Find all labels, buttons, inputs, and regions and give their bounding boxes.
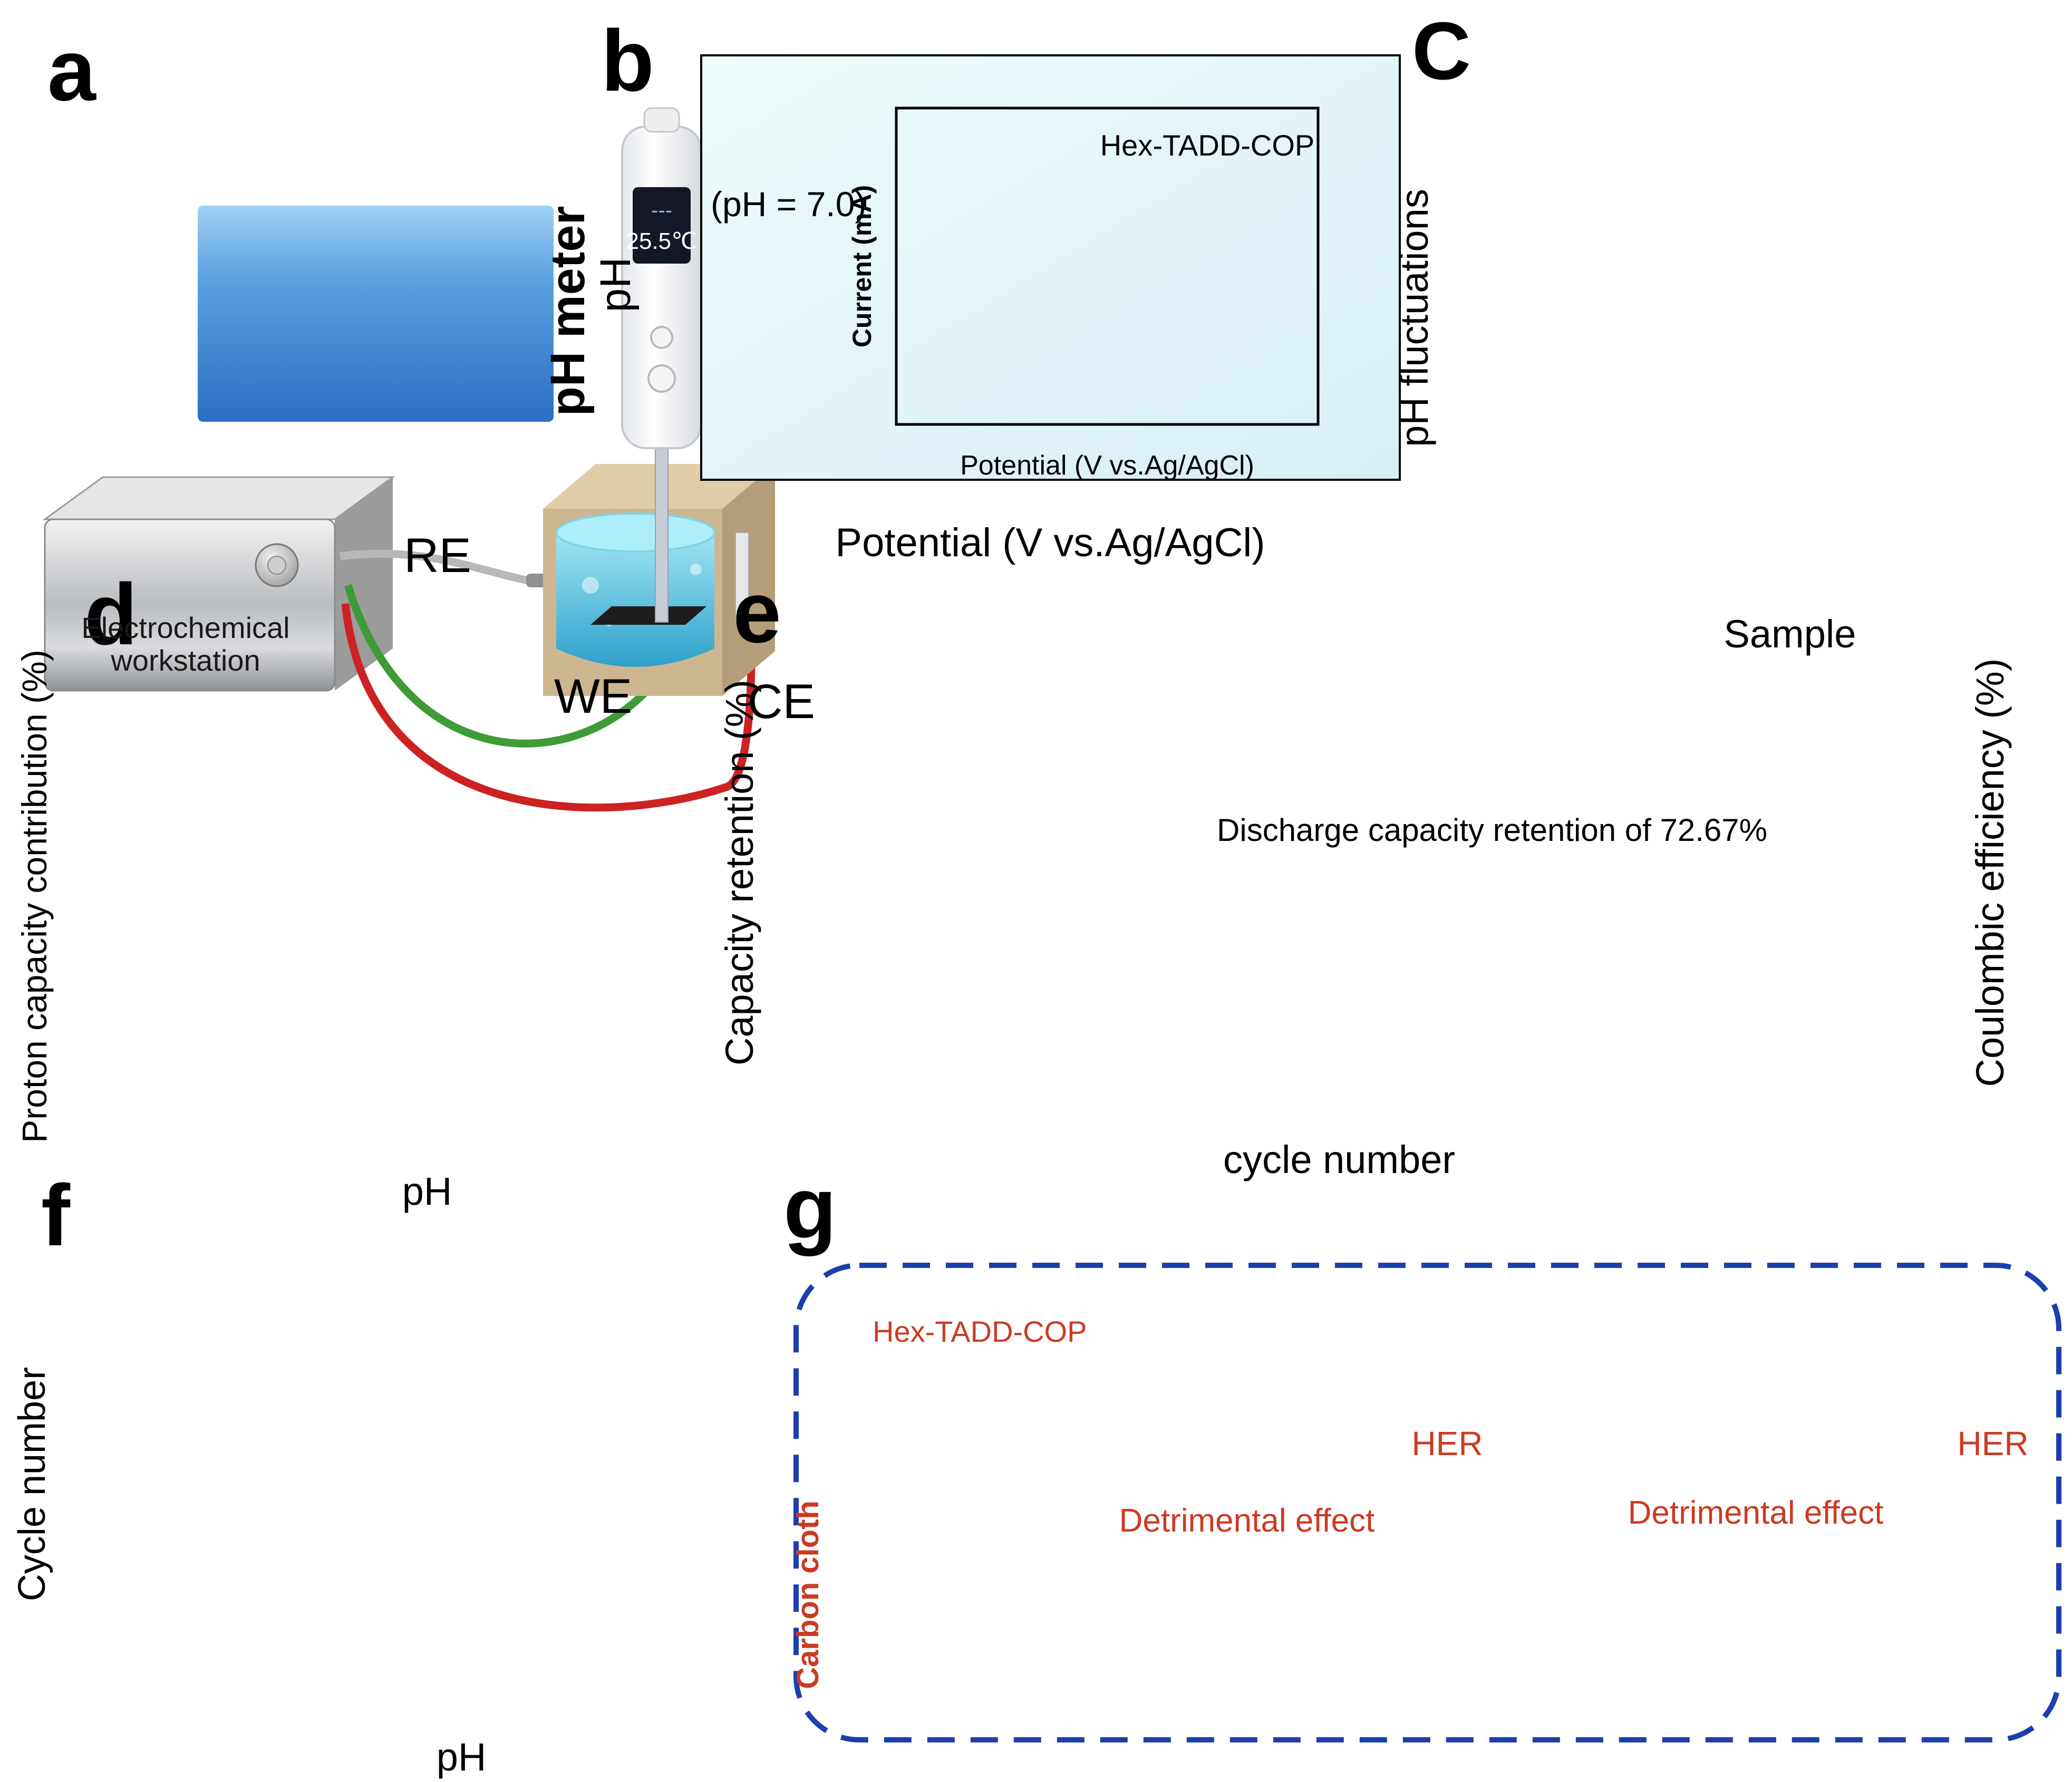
g-her-label-2: HER: [1957, 1425, 2028, 1463]
g-legend-hex-tadd-cop: Hex-TADD-COP: [873, 1315, 1087, 1348]
panel-letter-d: d: [84, 566, 138, 663]
g-carbon-cloth-label: Carbon cloth: [791, 1500, 825, 1689]
g-detrimental-label-2: Detrimental effect: [1628, 1495, 1884, 1531]
panel-g-mechanism-diagram: [793, 1263, 2061, 1742]
e-ylabel-left: Capacity retention (%): [718, 680, 761, 1066]
c-ylabel: pH fluctuations: [1392, 189, 1436, 447]
we-label: WE: [554, 670, 632, 723]
workstation-knob-center: [267, 556, 286, 575]
counter-electrode-plate: [735, 532, 749, 623]
g-her-label-1: HER: [1411, 1425, 1483, 1463]
c-xlabel: Sample: [1724, 612, 1856, 656]
e-annotation: Discharge capacity retention of 72.67%: [1217, 812, 1767, 848]
b-xlabel: Potential (V vs.Ag/AgCl): [835, 520, 1265, 565]
working-electrode-plate: [590, 606, 706, 625]
re-wire: [340, 549, 531, 585]
bubble: [690, 564, 702, 575]
f-ylabel: Cycle number: [11, 1367, 53, 1601]
e-xlabel: cycle number: [1223, 1138, 1455, 1181]
mechanism-dashed-border: [793, 1263, 2061, 1742]
cv-title: Hex-TADD-COP: [1100, 129, 1315, 162]
b-ylabel: pH: [592, 257, 640, 313]
d-ylabel: Proton capacity contribution (%): [15, 650, 54, 1142]
workstation-label-2: workstation: [110, 644, 260, 677]
workstation-top: [42, 476, 395, 520]
e-ylabel-right: Coulombic efficiency (%): [1968, 658, 2012, 1087]
panel-b-ph-vs-potential-chart: [700, 54, 1401, 481]
beaker-surface: [555, 512, 715, 553]
ph-meter-screen-dashes: ---: [651, 199, 672, 222]
f-xlabel: pH: [437, 1735, 487, 1779]
ph-meter-button: [650, 326, 673, 349]
cv-inset-frame: [895, 106, 1320, 426]
panel-letter-a: a: [47, 22, 96, 119]
bubble: [582, 577, 599, 594]
panel-letter-g: g: [783, 1159, 837, 1256]
panel-letter-b: b: [601, 12, 654, 109]
panel-letter-f: f: [41, 1167, 71, 1264]
g-detrimental-label-1: Detrimental effect: [1119, 1503, 1375, 1539]
panel-letter-c: C: [1412, 5, 1471, 96]
re-label: RE: [404, 529, 471, 583]
b-note-2: (pH = 7.0): [711, 185, 866, 224]
d-xlabel: pH: [402, 1169, 452, 1213]
ph-meter-cap: [643, 107, 680, 133]
ph-meter-screen: [633, 187, 691, 264]
static-texts: a b C d e f g pH meter --- 25.5℃ Electro…: [11, 5, 2029, 1779]
panel-letter-e: e: [733, 564, 781, 661]
cv-xlabel: Potential (V vs.Ag/AgCl): [960, 450, 1254, 481]
ph-probe-stem: [655, 442, 669, 623]
electrolyte-illustration: [198, 206, 554, 422]
beaker-water: [556, 532, 714, 667]
ph-meter-label: pH meter: [541, 206, 595, 417]
cv-ylabel: Current (mA): [847, 185, 877, 347]
workstation-label-1: Electrochemical: [81, 611, 289, 644]
plot-area-b: [700, 54, 1401, 481]
ph-meter-button: [647, 364, 676, 393]
panel-a-setup-schematic: [42, 107, 775, 812]
ph-meter-screen-temp: 25.5℃: [626, 228, 697, 254]
ce-wire: [341, 603, 756, 812]
ce-label: CE: [748, 675, 815, 729]
